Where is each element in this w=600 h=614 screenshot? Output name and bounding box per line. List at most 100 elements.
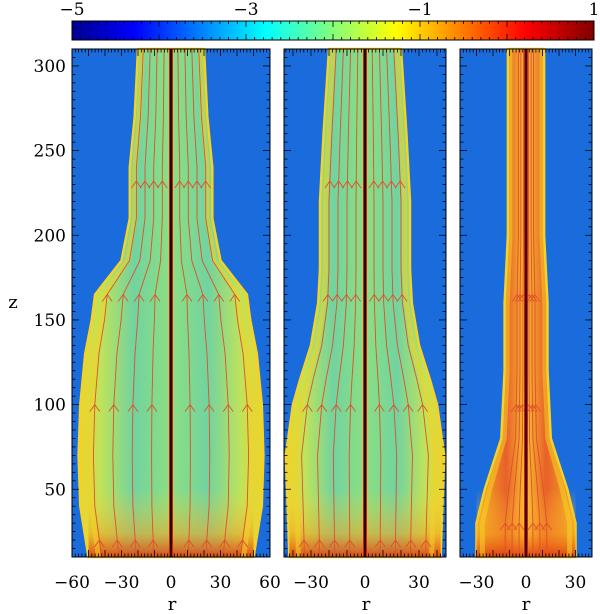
- field-line: [112, 48, 151, 558]
- shear-layer: [479, 49, 513, 557]
- field-arrow: [394, 180, 406, 189]
- field-line: [371, 48, 382, 558]
- field-arrow: [181, 293, 193, 302]
- field-arrow: [341, 293, 352, 302]
- field-arrow: [237, 539, 248, 548]
- x-tick-label: −30: [459, 573, 495, 593]
- y-tick-label: 150: [34, 311, 66, 331]
- field-arrow: [129, 539, 141, 548]
- y-tick-label: 200: [34, 226, 66, 246]
- colorbar-tick-label: 1: [589, 0, 600, 20]
- field-arrow: [147, 539, 159, 548]
- field-line: [301, 48, 337, 558]
- field-arrow: [344, 539, 356, 548]
- field-arrow: [302, 403, 313, 412]
- field-arrow: [241, 403, 253, 412]
- x-tick-label: 0: [166, 573, 177, 593]
- field-arrow: [133, 293, 145, 302]
- colorbar-tick-label: −5: [59, 0, 84, 20]
- field-arrow: [111, 539, 123, 548]
- field-line: [386, 48, 413, 558]
- panel-3-plot: −30 0 30: [459, 47, 593, 593]
- y-tick-label: 100: [34, 396, 66, 416]
- field-line: [378, 48, 398, 558]
- field-arrow: [201, 539, 213, 548]
- panel-1-plot: −60 −30 0 30 60: [54, 47, 281, 593]
- field-arrow: [94, 539, 105, 548]
- field-arrow: [345, 403, 356, 412]
- field-arrow: [197, 293, 209, 302]
- field-line: [191, 48, 230, 558]
- field-arrow: [368, 180, 380, 189]
- x-tick-label: 0: [360, 573, 371, 593]
- field-arrow: [130, 180, 142, 189]
- field-arrow: [191, 180, 203, 189]
- field-line: [184, 48, 211, 558]
- x-tick-label: 0: [521, 573, 532, 593]
- field-arrow: [117, 293, 129, 302]
- y-tick-label: 50: [44, 480, 66, 500]
- field-arrow: [174, 180, 186, 189]
- field-arrow: [396, 293, 408, 302]
- field-arrow: [374, 403, 385, 412]
- field-line: [177, 48, 191, 558]
- field-line: [393, 48, 429, 558]
- field-arrow: [324, 180, 336, 189]
- field-arrow: [529, 293, 541, 302]
- panel-2-plot: −30 0 30: [283, 47, 447, 593]
- field-arrow: [156, 180, 168, 189]
- colorbar-tick-label: −3: [233, 0, 258, 20]
- x-tick-label: 60: [259, 573, 281, 593]
- x-tick-label: 30: [565, 573, 587, 593]
- field-arrow: [148, 180, 160, 189]
- field-arrow: [298, 539, 310, 548]
- shear-layer: [87, 48, 145, 558]
- x-axis-label: r: [362, 594, 371, 614]
- field-arrow: [387, 293, 399, 302]
- y-axis-label: z: [8, 292, 17, 313]
- panel-2: −30 0 30 r: [283, 47, 447, 614]
- x-tick-label: −30: [104, 573, 140, 593]
- y-tick-labels: 50 100 150 200 250 300: [34, 57, 66, 500]
- field-arrow: [350, 180, 362, 189]
- field-arrow: [89, 403, 101, 412]
- field-arrow: [510, 403, 522, 412]
- field-arrow: [200, 180, 212, 189]
- field-arrow: [342, 180, 353, 189]
- field-arrow: [329, 539, 340, 548]
- panel-3: −30 0 30 r: [459, 47, 593, 614]
- field-arrow: [331, 293, 343, 302]
- field-arrow: [420, 539, 432, 548]
- field-arrow: [149, 293, 161, 302]
- field-arrow: [350, 293, 362, 302]
- field-arrow: [203, 403, 215, 412]
- field-arrow: [316, 403, 328, 412]
- field-arrow: [402, 403, 414, 412]
- field-arrow: [183, 539, 195, 548]
- shear-layer: [197, 48, 255, 558]
- x-axis-label: r: [168, 594, 177, 614]
- field-arrow: [182, 180, 194, 189]
- field-arrow: [417, 403, 428, 412]
- x-axis-label: r: [522, 594, 531, 614]
- field-line: [332, 48, 352, 558]
- field-arrow: [511, 293, 523, 302]
- field-arrow: [322, 293, 334, 302]
- field-arrow: [388, 403, 400, 412]
- field-arrow: [213, 293, 225, 302]
- panel-1: −60 −30 0 30 60 r: [54, 47, 281, 614]
- field-arrow: [146, 403, 158, 412]
- field-arrow: [499, 522, 511, 531]
- field-line: [198, 48, 250, 558]
- field-line: [92, 48, 144, 558]
- shear-layer: [292, 48, 336, 558]
- field-arrow: [390, 539, 401, 548]
- shear-layer: [394, 48, 438, 558]
- field-arrow: [184, 403, 196, 412]
- field-arrow: [530, 403, 542, 412]
- field-line: [348, 48, 359, 558]
- field-arrow: [330, 403, 342, 412]
- colorbar-minor-ticks: [71, 21, 595, 40]
- x-tick-label: −60: [54, 573, 90, 593]
- field-arrow: [139, 180, 151, 189]
